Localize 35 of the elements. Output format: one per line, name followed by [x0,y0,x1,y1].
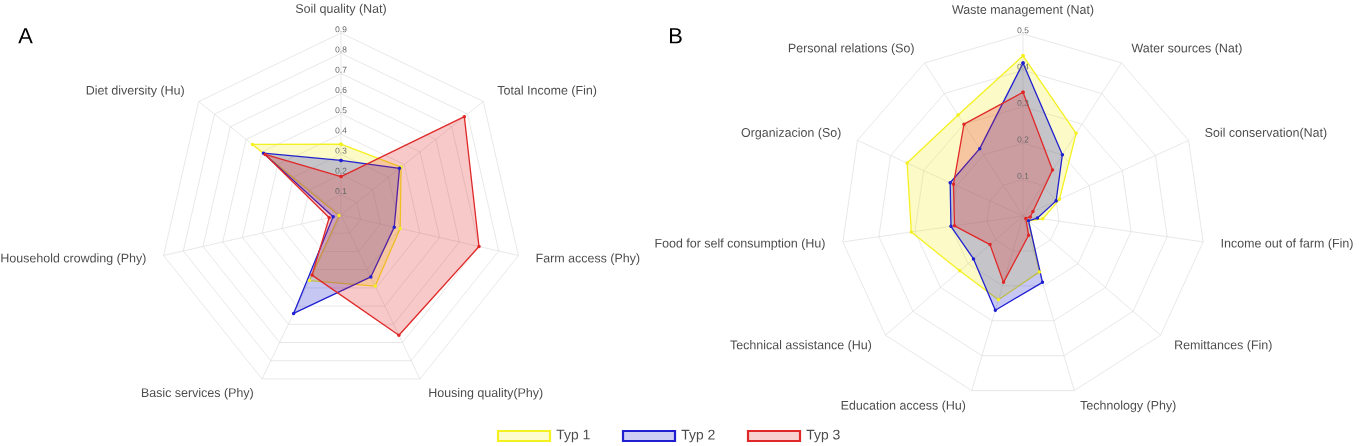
spoke-label: Waste management (Nat) [952,4,1094,17]
spoke-label: Education access (Hu) [841,400,966,413]
spoke-label: Farm access (Phy) [536,253,640,265]
legend-label: Typ 3 [806,429,840,443]
text: B [670,28,682,44]
y-tick-label: 0.2 [335,167,347,174]
y-tick-label: 0.4 [335,127,347,134]
spoke-label: Personal relations (So) [788,43,914,55]
y-tick-label: 0.6 [335,86,347,93]
spoke-label: Housing quality(Phy) [429,387,543,400]
y-tick-label: 0.5 [1017,27,1029,34]
spoke-label: Total Income (Fin) [497,85,597,98]
y-tick-label: 0.1 [335,188,347,195]
y-tick-label: 0.1 [1017,172,1029,179]
spoke-label: Remittances (Fin) [1175,340,1272,352]
spoke-label: Diet diversity (Hu) [86,85,184,98]
spoke-label: Soil quality (Nat) [295,3,386,16]
spoke-label: Water sources (Nat) [1131,43,1242,55]
y-tick-label: 0.2 [1017,136,1029,143]
y-tick-label: 0.3 [335,147,347,154]
spoke-label: Technology (Phy) [1080,400,1176,413]
legend-label: Typ 2 [681,429,715,443]
y-tick-label: 0.7 [335,66,347,73]
legend-label: Typ 1 [556,429,590,443]
y-tick-label: 0.5 [335,107,347,114]
spoke-label: Organizacion (So) [741,127,841,140]
spoke-label: Food for self consumption (Hu) [655,238,825,251]
spoke-label: Household crowding (Phy) [1,253,146,265]
spoke-label: Technical assistance (Hu) [730,340,872,352]
text: A [18,28,33,44]
spoke-label: Basic services (Phy) [141,387,253,400]
spoke-label: Income out of farm (Fin) [1221,238,1353,251]
spoke-label: Soil conservation(Nat) [1205,127,1327,140]
y-tick-label: 0.9 [335,26,347,33]
y-tick-label: 0.8 [335,46,347,53]
